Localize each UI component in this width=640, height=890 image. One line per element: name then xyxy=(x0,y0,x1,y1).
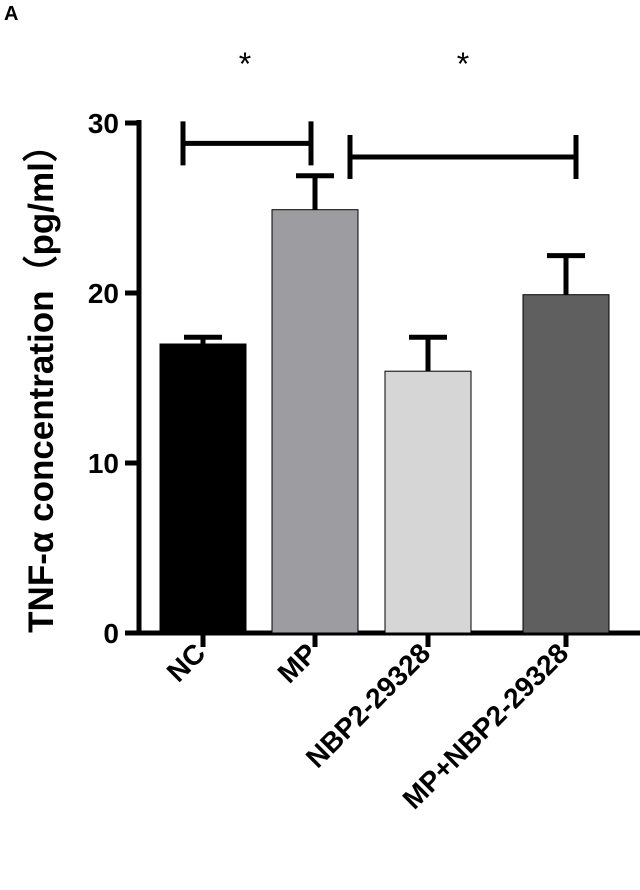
significance-star: * xyxy=(457,46,469,82)
bar xyxy=(159,343,247,634)
y-tick-label: 0 xyxy=(103,618,119,649)
bar xyxy=(271,209,359,634)
significance-star: * xyxy=(239,46,251,82)
y-axis-label: TNF-α concentration（pg/ml） xyxy=(22,127,61,633)
error-bars xyxy=(184,173,585,372)
bar xyxy=(522,294,610,634)
bars xyxy=(159,209,610,634)
bar xyxy=(384,370,472,634)
y-tick-label: 30 xyxy=(88,108,119,139)
y-tick-label: 20 xyxy=(88,278,119,309)
panel-label: A xyxy=(4,3,18,25)
y-tick-label: 10 xyxy=(88,448,119,479)
significance-brackets: * * xyxy=(180,46,579,179)
